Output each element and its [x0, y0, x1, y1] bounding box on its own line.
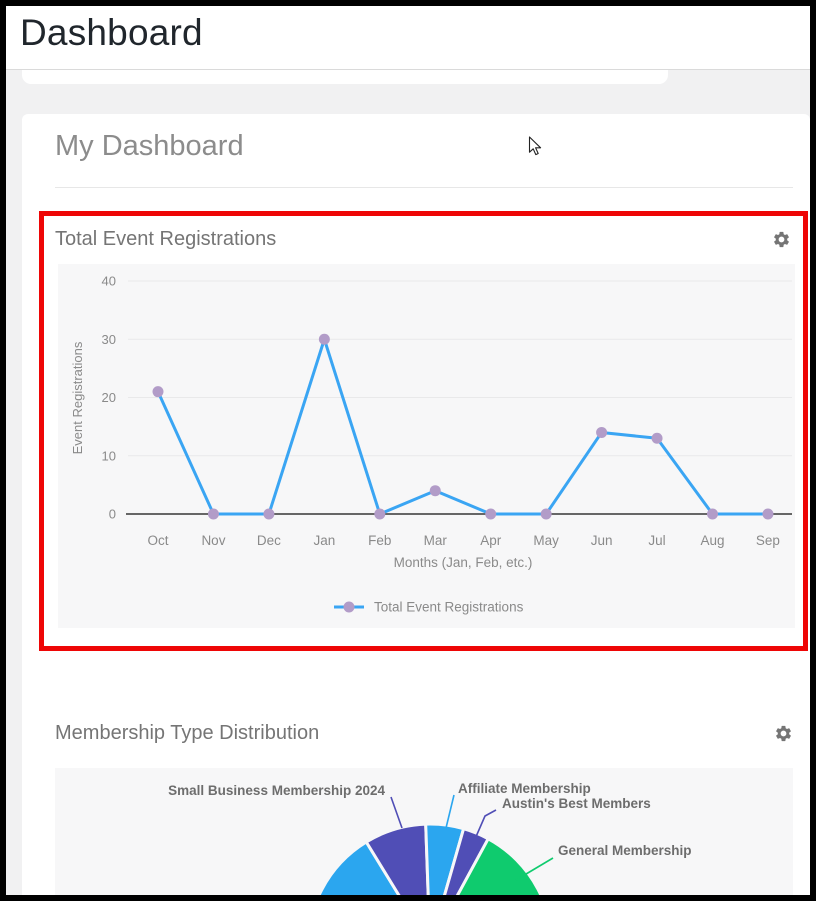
pie-chart-canvas[interactable]: Small Business Membership 2024 Affiliate … [55, 768, 793, 895]
page-background: My Dashboard Total Event Registrations 0… [6, 70, 810, 895]
pie-slice-label: Austin's Best Members [502, 796, 651, 811]
svg-text:Nov: Nov [201, 533, 225, 548]
widget-title: Membership Type Distribution [55, 722, 320, 744]
svg-text:Event Registrations: Event Registrations [70, 341, 85, 454]
svg-text:30: 30 [102, 332, 116, 347]
widget-settings-button[interactable] [771, 230, 791, 250]
svg-text:May: May [533, 533, 559, 548]
svg-text:Aug: Aug [700, 533, 724, 548]
svg-text:Mar: Mar [424, 533, 448, 548]
heading-divider [55, 187, 793, 188]
svg-text:Apr: Apr [480, 533, 502, 548]
dashboard-card: My Dashboard Total Event Registrations 0… [22, 114, 810, 895]
pie-chart-area: Small Business Membership 2024 Affiliate … [55, 768, 793, 895]
scrolled-panel-edge [22, 70, 668, 84]
widget-title: Total Event Registrations [55, 228, 277, 250]
gear-icon [775, 725, 791, 742]
pie-slice[interactable] [430, 837, 552, 895]
svg-text:Months (Jan, Feb, etc.): Months (Jan, Feb, etc.) [394, 555, 533, 570]
pie-slice-label: General Membership [558, 843, 692, 858]
svg-text:Jan: Jan [313, 533, 335, 548]
page-title: Dashboard [20, 12, 203, 53]
svg-text:Feb: Feb [368, 533, 391, 548]
line-chart-area: 0 10 20 30 40 Event Registrations Oct Nov Dec Jan… [58, 264, 795, 628]
svg-text:Total Event Registrations: Total Event Registrations [374, 600, 524, 615]
pie-slice-label: Affiliate Membership [458, 781, 591, 796]
svg-text:20: 20 [102, 390, 116, 405]
header-divider [6, 69, 810, 70]
pie-slice[interactable] [308, 840, 430, 895]
widget-header: Membership Type Distribution [55, 722, 793, 754]
svg-text:Jul: Jul [648, 533, 665, 548]
svg-text:Jun: Jun [591, 533, 613, 548]
pie-slice-label: Small Business Membership 2024 [168, 783, 385, 798]
line-chart-canvas[interactable]: 0 10 20 30 40 Event Registrations Oct Nov Dec Jan… [58, 264, 795, 628]
widget-header: Total Event Registrations [55, 228, 791, 258]
svg-text:Sep: Sep [756, 533, 780, 548]
gear-icon [773, 231, 789, 248]
legend-item[interactable]: Total Event Registrations [334, 600, 524, 615]
highlighted-widget-event-registrations: Total Event Registrations 0 10 20 30 40 Event… [39, 211, 808, 651]
svg-text:Oct: Oct [147, 533, 168, 548]
svg-text:40: 40 [102, 274, 116, 289]
dashboard-heading: My Dashboard [55, 130, 244, 162]
svg-text:0: 0 [109, 507, 116, 522]
app-header: Dashboard [6, 6, 810, 70]
svg-text:Dec: Dec [257, 533, 281, 548]
svg-text:10: 10 [102, 448, 116, 463]
widget-settings-button[interactable] [773, 724, 793, 744]
